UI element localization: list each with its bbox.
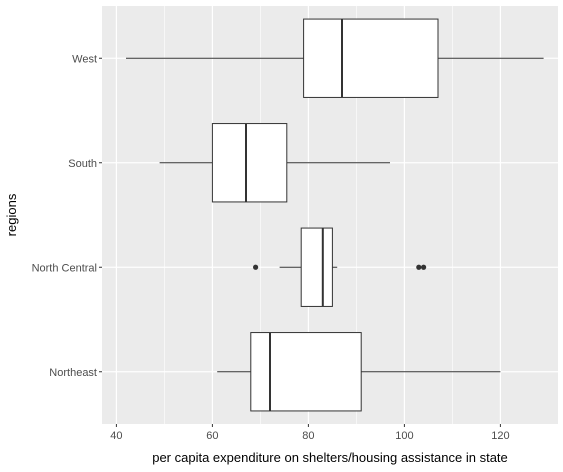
y-tick-label: West [72, 53, 97, 65]
box-north-central [253, 227, 427, 307]
y-tick-label: North Central [32, 262, 97, 274]
x-tick-label: 100 [395, 430, 413, 442]
interquartile-box [303, 18, 439, 98]
box-south [159, 123, 390, 203]
interquartile-box [300, 227, 333, 307]
x-tick-label: 120 [491, 430, 509, 442]
y-axis-title: regions [4, 193, 19, 236]
x-tick-label: 40 [110, 430, 122, 442]
box-west [126, 18, 544, 98]
outlier-point [253, 264, 259, 270]
x-tick-label: 60 [206, 430, 218, 442]
interquartile-box [211, 123, 288, 203]
y-axis: West South North Central Northeast [32, 53, 102, 379]
outlier-point [421, 264, 427, 270]
x-tick-label: 80 [302, 430, 314, 442]
x-axis: 40 60 80 100 120 [110, 424, 510, 442]
box-northeast [217, 332, 501, 412]
interquartile-box [250, 332, 362, 412]
outlier-point [416, 264, 422, 270]
y-tick-label: Northeast [49, 367, 97, 379]
box-series [126, 18, 544, 412]
y-tick-label: South [68, 158, 97, 170]
x-axis-title: per capita expenditure on shelters/housi… [152, 450, 508, 465]
